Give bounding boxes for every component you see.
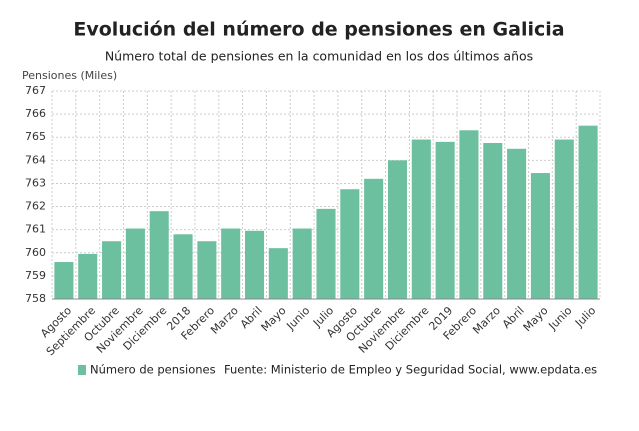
bar: [578, 125, 598, 300]
bar: [173, 234, 193, 299]
chart-subtitle: Número total de pensiones en la comunida…: [105, 49, 533, 64]
bar: [316, 208, 336, 299]
bar: [507, 148, 527, 299]
x-tick-label: Marzo: [208, 304, 241, 337]
legend-swatch: [78, 365, 86, 375]
bar: [459, 130, 479, 299]
bar: [435, 141, 455, 299]
bar: [102, 241, 122, 299]
source: Fuente: Ministerio de Empleo y Seguridad…: [224, 363, 597, 377]
y-tick-label: 763: [25, 176, 46, 189]
bar: [387, 160, 408, 299]
x-tick-label: Junio: [546, 304, 575, 333]
bar: [530, 173, 550, 299]
bar: [54, 262, 74, 299]
y-axis-label: Pensiones (Miles): [22, 69, 117, 82]
bar: [268, 248, 288, 299]
bar: [125, 228, 145, 299]
y-tick-label: 761: [25, 223, 46, 236]
y-tick-label: 758: [25, 292, 46, 305]
y-tick-label: 764: [25, 153, 46, 166]
x-tick-label: Julio: [572, 304, 598, 330]
y-tick-label: 759: [25, 269, 46, 282]
bar: [483, 143, 503, 299]
bar: [292, 228, 312, 299]
bar: [554, 139, 574, 299]
y-tick-label: 760: [25, 246, 46, 259]
bar: [411, 139, 431, 299]
bar: [340, 189, 360, 299]
x-tick-label: Marzo: [470, 304, 503, 337]
y-tick-label: 762: [25, 200, 46, 213]
bar: [149, 211, 169, 299]
bar: [364, 178, 384, 299]
x-tick-label: Mayo: [521, 304, 551, 334]
y-tick-label: 766: [25, 107, 46, 120]
legend-label: Número de pensiones: [90, 363, 216, 377]
y-tick-label: 765: [25, 130, 46, 143]
bar: [197, 241, 217, 299]
y-tick-label: 767: [25, 84, 46, 97]
x-tick-label: Junio: [283, 304, 312, 333]
bar: [244, 230, 265, 299]
bar: [78, 253, 98, 299]
x-tick-label: Mayo: [259, 304, 289, 334]
bar: [221, 228, 241, 299]
chart-title: Evolución del número de pensiones en Gal…: [73, 19, 564, 41]
